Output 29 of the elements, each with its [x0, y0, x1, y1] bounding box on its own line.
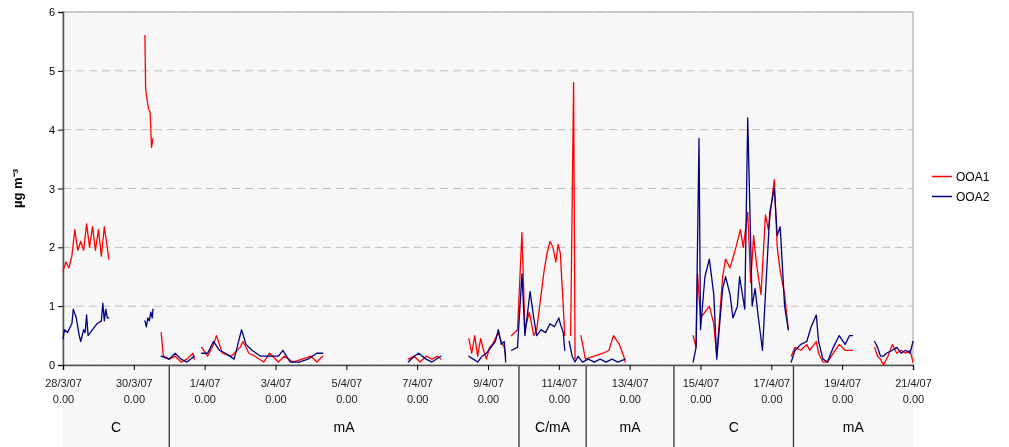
y-tick-label: 4 [48, 123, 55, 136]
band-label: mA [842, 419, 865, 435]
band-label: C [111, 419, 122, 435]
x-tick-label: 13/4/07 0.00 [611, 377, 649, 406]
x-tick-label: 19/4/07 0.00 [824, 377, 862, 406]
x-tick-label: 30/3/07 0.00 [115, 377, 153, 406]
x-tick-label: 15/4/07 0.00 [682, 377, 720, 406]
x-tick-label: 28/3/07 0.00 [45, 377, 82, 406]
y-tick-label: 2 [48, 241, 55, 254]
x-tick-label: 9/4/07 0.00 [473, 377, 504, 406]
x-tick-label: 7/4/07 0.00 [402, 377, 433, 406]
x-tick-label: 17/4/07 0.00 [753, 377, 791, 406]
band-label: mA [619, 419, 642, 435]
y-tick-label: 6 [48, 6, 55, 19]
x-tick-label: 5/4/07 0.00 [331, 377, 363, 406]
band-label: mA [333, 419, 356, 435]
y-axis-title: µg m⁻³ [10, 168, 25, 208]
x-tick-label: 11/4/07 0.00 [541, 377, 578, 406]
y-tick-label: 5 [48, 64, 55, 77]
x-tick-label: 3/4/07 0.00 [260, 377, 292, 406]
x-tick-label: 21/4/07 0.00 [895, 377, 932, 406]
band-label: C [728, 419, 739, 435]
band-label: C/mA [535, 419, 571, 435]
x-tick-label: 1/4/07 0.00 [189, 377, 221, 406]
y-tick-label: 1 [48, 300, 55, 313]
y-tick-label: 0 [48, 359, 55, 372]
legend-label: OOA1 [956, 169, 990, 184]
y-tick-label: 3 [48, 182, 55, 195]
legend-label: OOA2 [956, 189, 990, 204]
